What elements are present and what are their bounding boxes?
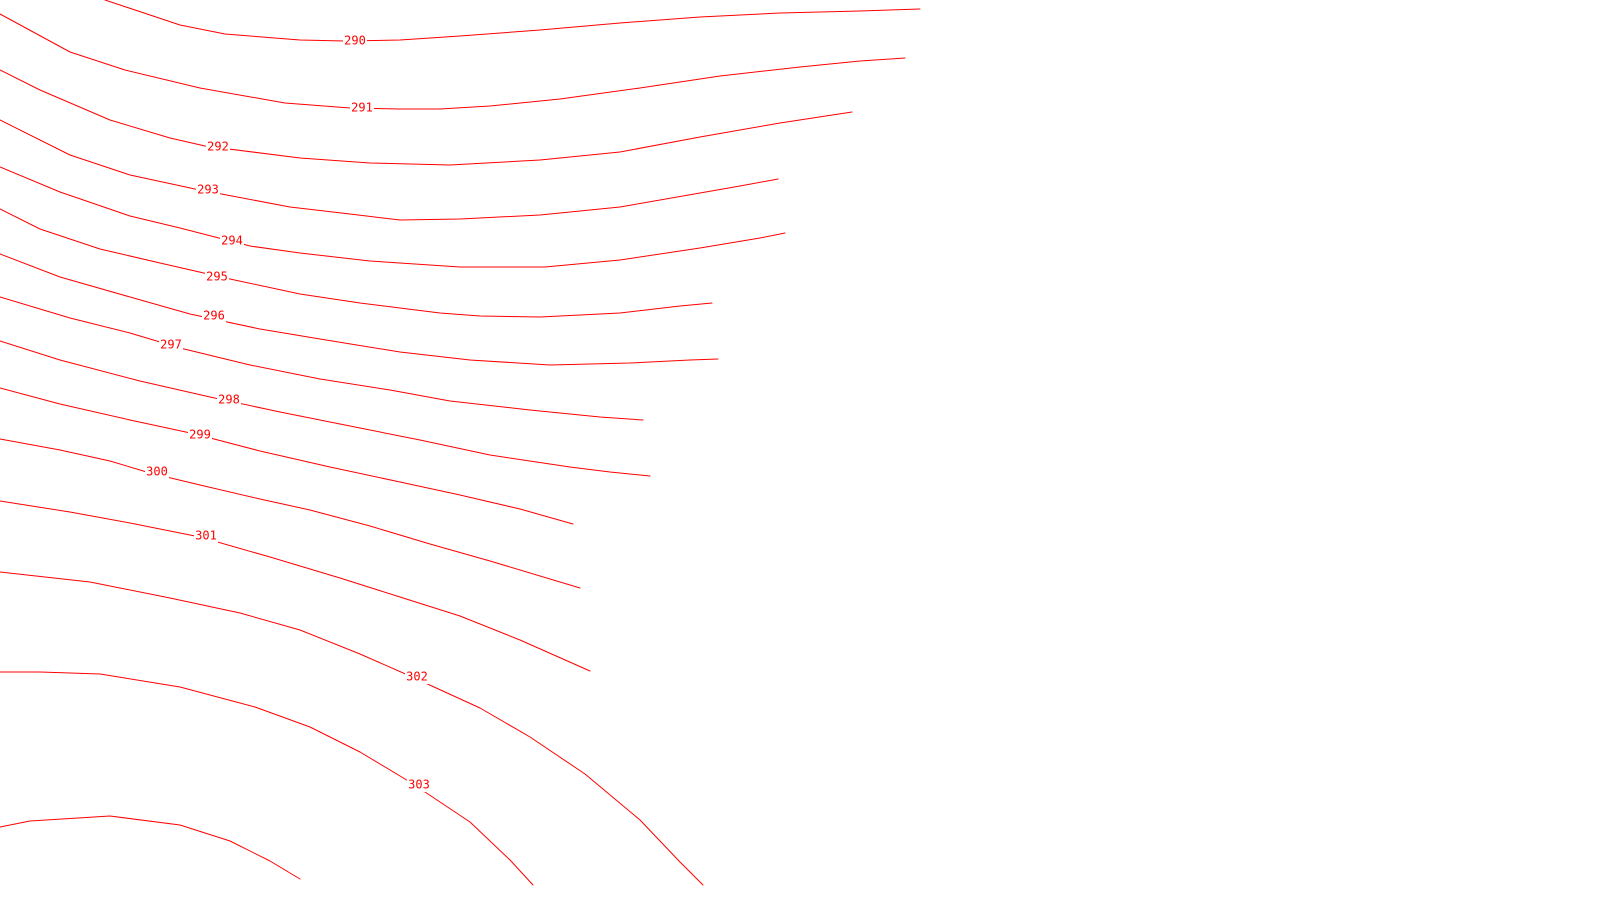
contour-label-bg-301 [194, 529, 218, 543]
contour-label-294: 294 [221, 234, 243, 248]
contour-label-301: 301 [195, 529, 217, 543]
contour-line-294 [0, 166, 786, 268]
contour-label-299: 299 [189, 428, 211, 442]
contour-line-291 [0, 13, 906, 110]
contour-label-bg-302 [405, 670, 429, 684]
contour-line-297 [0, 296, 644, 421]
contour-label-300: 300 [146, 465, 168, 479]
contour-label-bg-297 [159, 338, 183, 352]
contour-label-bg-303 [407, 778, 431, 792]
contour-label-291: 291 [351, 101, 373, 115]
contour-label-bg-296 [202, 309, 226, 323]
contour-line-298 [0, 340, 651, 477]
contour-label-302: 302 [406, 670, 428, 684]
contour-label-bg-300 [145, 465, 169, 479]
contour-line-300 [0, 438, 581, 589]
contour-line-292 [0, 69, 853, 166]
contour-label-295: 295 [206, 270, 228, 284]
contour-label-293: 293 [197, 183, 219, 197]
contour-label-bg-291 [350, 101, 374, 115]
contour-line-295 [0, 208, 713, 318]
contour-label-296: 296 [203, 309, 225, 323]
contour-line-299 [0, 387, 574, 525]
contour-label-290: 290 [344, 34, 366, 48]
contour-label-bg-295 [205, 270, 229, 284]
contour-line-301 [0, 500, 591, 672]
contour-line-290 [104, 0, 921, 42]
contour-line-296 [0, 253, 719, 366]
contour-labels-group: 290 291 292 293 294 295 296 297 298 299 300 301 302 3… [145, 34, 431, 792]
contour-label-bg-292 [206, 140, 230, 154]
contour-label-bg-290 [343, 34, 367, 48]
contour-label-bg-298 [217, 393, 241, 407]
contour-label-303: 303 [408, 778, 430, 792]
contour-label-bg-299 [188, 428, 212, 442]
contour-label-bg-294 [220, 234, 244, 248]
contour-label-bg-293 [196, 183, 220, 197]
contour-line-293 [0, 119, 779, 221]
contour-line-303 [0, 671, 534, 886]
contour-line-304 [0, 815, 301, 880]
contour-label-297: 297 [160, 338, 182, 352]
contour-label-292: 292 [207, 140, 229, 154]
contour-label-298: 298 [218, 393, 240, 407]
